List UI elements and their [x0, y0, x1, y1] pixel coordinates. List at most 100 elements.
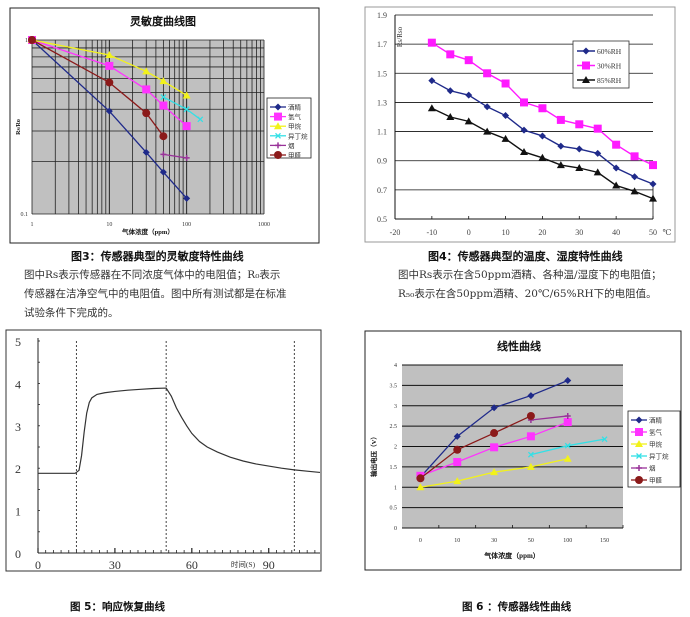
y-axis-label: Rs/Rso — [396, 26, 404, 47]
data-point — [557, 142, 565, 150]
data-point — [159, 168, 167, 176]
data-point — [453, 445, 462, 454]
x-tick-label: 100 — [182, 222, 191, 228]
y-tick-label: 3 — [394, 404, 397, 410]
chart-title: 灵敏度曲线图 — [130, 14, 196, 28]
series-line — [420, 415, 532, 479]
x-tick-label: 90 — [263, 558, 275, 572]
data-point — [631, 173, 639, 181]
fig3-note-line: 试验条件下完成的。 — [24, 307, 119, 319]
data-point — [575, 164, 584, 171]
legend-marker — [274, 103, 282, 111]
y-tick-label: 2 — [15, 462, 21, 476]
data-point — [593, 124, 602, 133]
fig4-note-line: R₅₀表示在含50ppm酒精、20℃/65%RH下的电阻值。 — [398, 288, 657, 300]
legend-label: 甲醛 — [649, 476, 663, 485]
fig4-caption: 图4：传感器典型的温度、湿度特性曲线 — [428, 250, 623, 263]
x-tick-label: 10 — [502, 228, 510, 237]
series-isobutane — [160, 94, 204, 123]
data-point — [612, 140, 621, 149]
plot-area — [32, 40, 264, 214]
y-tick-label: 0 — [394, 526, 397, 532]
y-axis-label: Rs/Ro — [16, 119, 22, 135]
legend-label: 30%RH — [597, 62, 622, 71]
data-point — [649, 161, 657, 170]
legend-label: 甲烷 — [288, 122, 302, 131]
data-point — [446, 50, 455, 59]
series-85%RH — [427, 104, 657, 202]
fig6-caption: 图 6 ：传感器线性曲线 — [462, 601, 572, 613]
legend-label: 甲烷 — [649, 440, 663, 449]
y-tick-label: 1 — [25, 38, 28, 44]
data-point — [594, 149, 602, 157]
data-point — [520, 98, 528, 107]
x-tick-label: 0 — [35, 558, 41, 572]
fig3-caption: 图3：传感器典型的灵敏度特性曲线 — [71, 250, 244, 263]
data-point — [520, 147, 528, 155]
data-point — [612, 181, 621, 189]
fig4-note: 图中Rs表示在含50ppm酒精、各种温/湿度下的电阻值； R₅₀表示在含50pp… — [398, 266, 662, 304]
x-tick-label: 30 — [491, 538, 497, 544]
data-point — [142, 67, 151, 75]
y-tick-label: 1.5 — [390, 465, 398, 471]
y-tick-label: 3 — [15, 420, 21, 434]
data-point — [649, 194, 657, 202]
x-tick-label: 1000 — [258, 222, 270, 228]
y-tick-label: 0.9 — [377, 157, 387, 166]
legend-label: 85%RH — [597, 76, 622, 85]
y-tick-label: 0 — [15, 547, 21, 561]
data-point — [502, 112, 510, 120]
data-point — [105, 61, 114, 70]
x-axis-label: 时间(S) — [231, 559, 256, 569]
x-tick-label: -20 — [390, 228, 401, 237]
y-tick-label: 5 — [15, 335, 21, 349]
fig5-caption: 图 5：响应恢复曲线 — [70, 601, 165, 613]
data-point — [538, 132, 546, 140]
x-tick-label: 150 — [600, 538, 609, 544]
data-point — [490, 429, 499, 438]
response-recovery-chart: 0 1 2 3 4 5 0 30 60 90 时间(S) — [5, 329, 322, 572]
legend-label: 酒精 — [288, 103, 302, 112]
data-point — [183, 154, 190, 161]
data-point — [630, 187, 639, 195]
y-tick-label: 0.5 — [390, 506, 398, 512]
legend-marker — [274, 122, 282, 130]
legend-label: 60%RH — [597, 47, 622, 56]
series-smoke — [160, 151, 190, 161]
y-tick-label: 1.3 — [377, 98, 387, 107]
y-tick-label: 2 — [394, 445, 397, 451]
x-axis-label: 气体浓度（ppm） — [121, 227, 174, 236]
fig3-note-line: 图中Rs表示传感器在不同浓度气体中的电阻值；R₀表示 — [24, 269, 281, 281]
legend-marker — [635, 476, 643, 484]
legend-marker — [636, 453, 642, 459]
fig3-note-line: 传感器在洁净空气中的电阻值。图中所有测试都是在标准 — [24, 288, 287, 300]
data-point — [105, 107, 113, 115]
x-tick-label: 1 — [31, 222, 34, 228]
data-point — [490, 468, 499, 476]
data-point — [526, 411, 535, 420]
data-point — [490, 404, 498, 412]
legend-label: 甲醛 — [288, 151, 302, 160]
series-60%RH — [428, 77, 657, 188]
chart-frame — [5, 329, 322, 572]
y-tick-label: 0.5 — [377, 215, 387, 224]
data-point — [183, 194, 191, 202]
data-point — [464, 56, 473, 65]
data-point — [490, 443, 499, 452]
x-tick-label: 100 — [563, 538, 572, 544]
legend-label: 异丁烷 — [649, 452, 669, 461]
legend-label: 异丁烷 — [288, 131, 308, 140]
data-point — [416, 474, 425, 483]
data-point — [453, 432, 461, 440]
data-point — [575, 120, 584, 129]
fig4-note-line: 图中Rs表示在含50ppm酒精、各种温/湿度下的电阻值； — [398, 269, 662, 281]
data-point — [601, 436, 608, 443]
legend-marker — [635, 440, 643, 447]
y-tick-label: 0.1 — [21, 212, 29, 218]
data-point — [527, 392, 535, 400]
chart-title: 线性曲线 — [497, 339, 541, 353]
data-point — [564, 412, 571, 419]
data-point — [159, 132, 168, 141]
